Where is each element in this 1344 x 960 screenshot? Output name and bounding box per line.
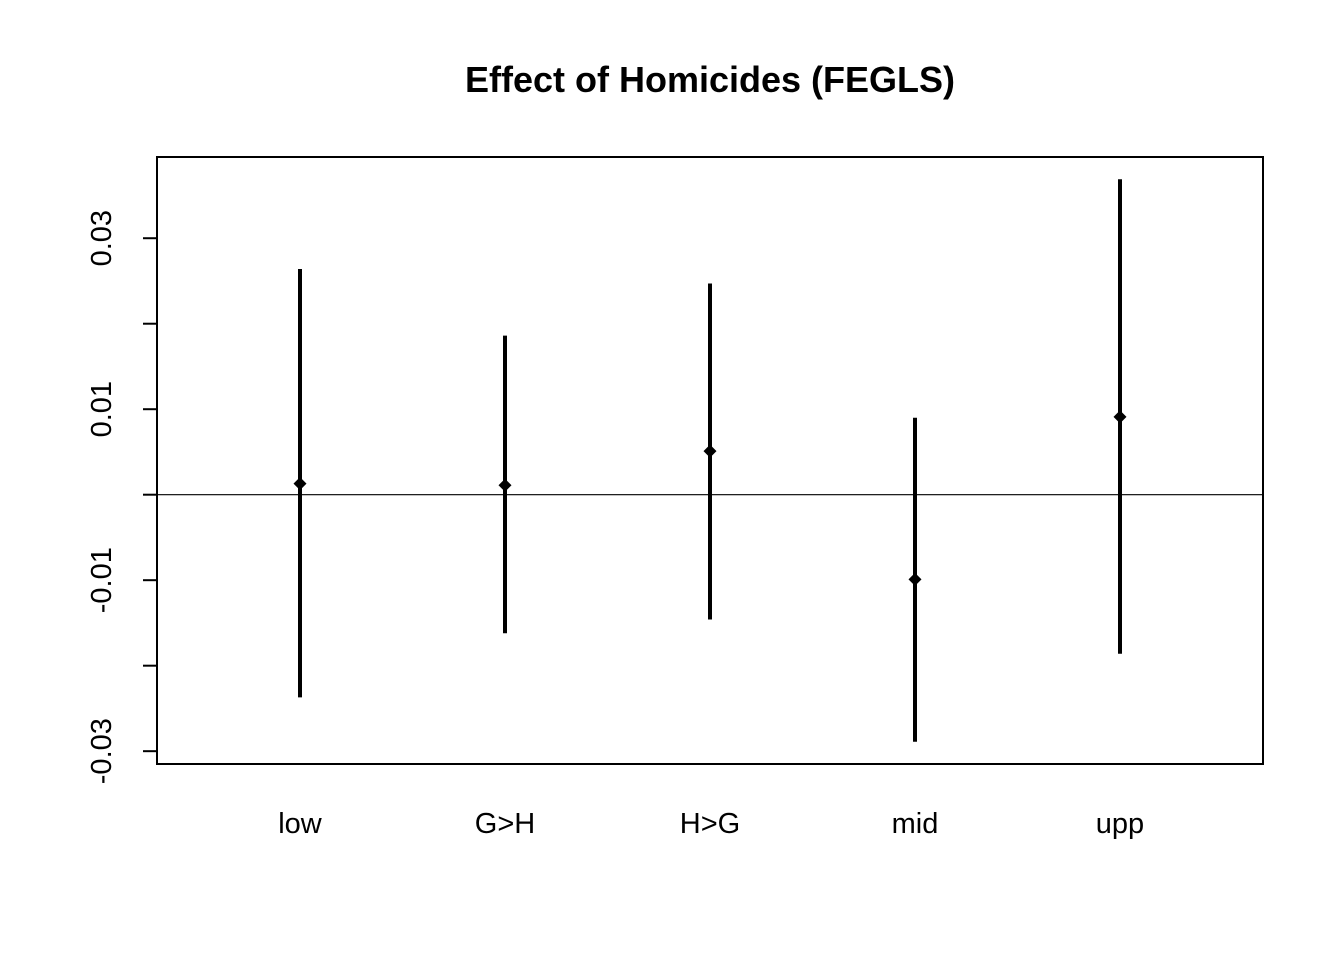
y-tick-label: -0.01: [86, 547, 118, 613]
point-estimate: [703, 444, 717, 458]
x-tick-label: upp: [1096, 808, 1144, 840]
chart-title: Effect of Homicides (FEGLS): [465, 59, 955, 100]
plot-frame: [156, 156, 1264, 765]
y-tick-label: 0.01: [86, 381, 118, 437]
y-tick-label: 0.03: [86, 210, 118, 266]
point-estimate: [498, 478, 512, 492]
x-tick-label: mid: [892, 808, 939, 840]
point-estimate: [908, 572, 922, 586]
x-tick-label: G>H: [475, 808, 535, 840]
x-tick-label: H>G: [680, 808, 740, 840]
point-estimate: [293, 477, 307, 491]
y-tick-label: -0.03: [86, 718, 118, 784]
point-estimate: [1113, 410, 1127, 424]
x-tick-label: low: [278, 808, 323, 840]
